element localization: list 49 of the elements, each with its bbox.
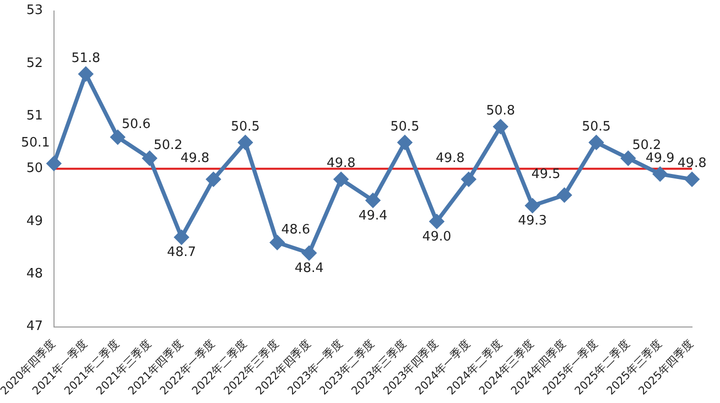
point [78, 66, 93, 81]
point [430, 214, 444, 228]
y-tick-label: 49 [26, 214, 43, 229]
point [462, 172, 476, 186]
data-label: 50.1 [20, 135, 50, 150]
point [653, 167, 668, 182]
point [302, 246, 316, 260]
data-label: 50.5 [582, 119, 611, 134]
point [494, 120, 508, 134]
point [398, 135, 412, 150]
y-tick-label: 50 [26, 161, 43, 176]
y-tick-label: 52 [26, 56, 43, 71]
y-tick-label: 51 [26, 108, 43, 124]
point [238, 135, 252, 150]
point [685, 172, 699, 186]
data-label: 49.8 [436, 151, 465, 166]
data-label: 50.2 [154, 138, 183, 154]
data-label: 49.9 [646, 150, 675, 166]
data-label: 49.8 [678, 156, 706, 172]
data-label: 48.7 [167, 245, 196, 260]
y-tick-label: 53 [26, 3, 43, 18]
point [366, 193, 380, 208]
data-label: 51.8 [71, 50, 100, 66]
point [142, 151, 157, 166]
data-label: 49.3 [518, 214, 547, 229]
data-label: 49.4 [358, 208, 388, 224]
point [46, 156, 61, 171]
data-label: 50.6 [122, 117, 151, 132]
point [110, 130, 125, 144]
point [557, 188, 572, 202]
y-tick-label: 48 [26, 266, 43, 282]
data-label: 49.5 [531, 166, 560, 182]
data-label: 49.8 [326, 156, 356, 172]
data-label: 50.2 [632, 138, 662, 154]
data-label: 49.8 [180, 151, 210, 166]
data-label: 50.5 [230, 119, 260, 134]
data-label: 50.5 [390, 119, 420, 134]
point [334, 172, 348, 186]
point [174, 230, 189, 244]
data-label: 48.6 [281, 222, 310, 238]
data-label: 50.8 [486, 104, 516, 119]
point [589, 135, 604, 150]
point [525, 198, 540, 213]
y-tick-label: 47 [26, 319, 43, 334]
point [206, 172, 220, 186]
point [270, 236, 284, 250]
data-label: 48.4 [294, 260, 324, 276]
data-label: 49.0 [422, 229, 452, 244]
point [621, 151, 636, 166]
